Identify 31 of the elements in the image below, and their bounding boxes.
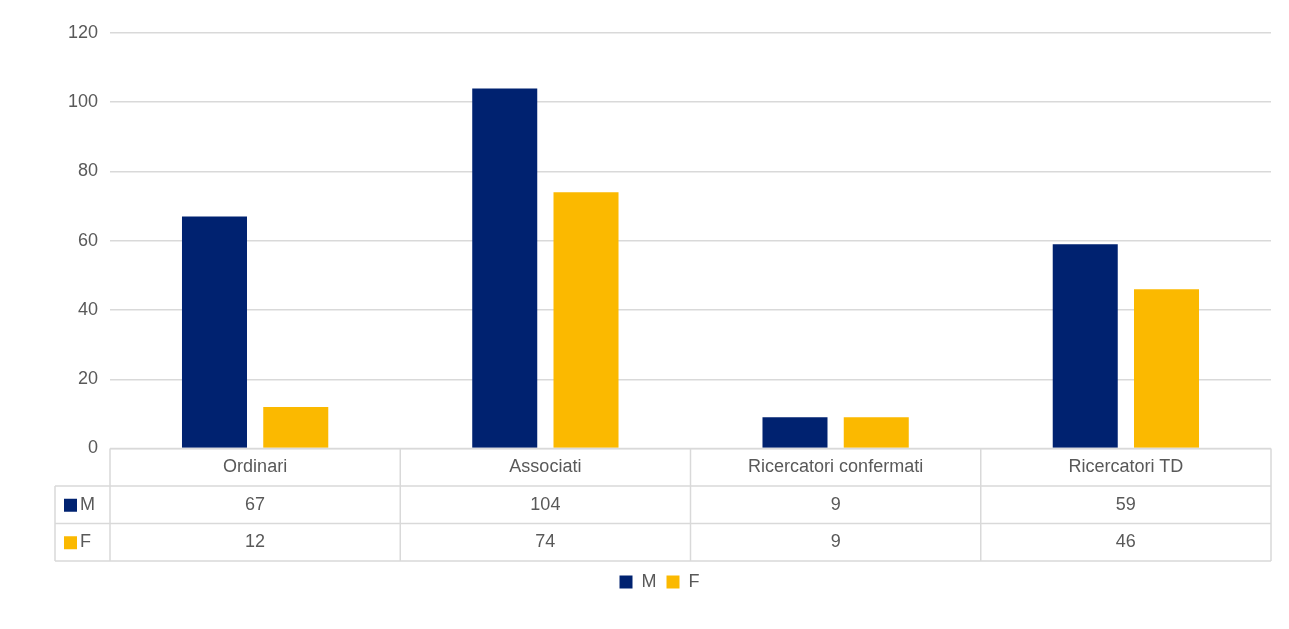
- data-label: 74: [535, 531, 556, 552]
- data-label: 59: [1115, 493, 1136, 514]
- x-tick-label: Ricercatori TD: [1068, 456, 1184, 477]
- data-label: 104: [530, 493, 561, 514]
- y-tick-label: 40: [77, 298, 98, 319]
- text: F: [80, 531, 91, 552]
- data-label: 67: [245, 493, 266, 514]
- y-tick-label: 80: [77, 160, 98, 181]
- x-tick-label: Ordinari: [223, 456, 288, 477]
- bar: [263, 406, 329, 448]
- bar: [1134, 289, 1200, 448]
- bar: [843, 417, 909, 448]
- legend-label: F: [688, 570, 700, 591]
- legend-label: M: [80, 493, 95, 514]
- y-tick-label: 120: [67, 21, 98, 42]
- data-label: 12: [245, 531, 266, 552]
- bar: [553, 192, 619, 448]
- y-tick-label: 20: [77, 368, 98, 389]
- bar: [181, 216, 247, 448]
- text: M: [641, 570, 657, 591]
- data-label: 46: [1115, 531, 1136, 552]
- data-label: 9: [830, 531, 841, 552]
- bar: [1052, 244, 1118, 448]
- y-tick-label: 0: [87, 437, 98, 458]
- y-tick-label: 60: [77, 229, 98, 250]
- y-tick-label: 100: [67, 91, 98, 112]
- x-tick-label: Ricercatori confermati: [748, 456, 924, 477]
- bar: [472, 88, 538, 448]
- data-label: 9: [830, 493, 841, 514]
- x-tick-label: Associati: [509, 456, 582, 477]
- bar: [762, 417, 828, 448]
